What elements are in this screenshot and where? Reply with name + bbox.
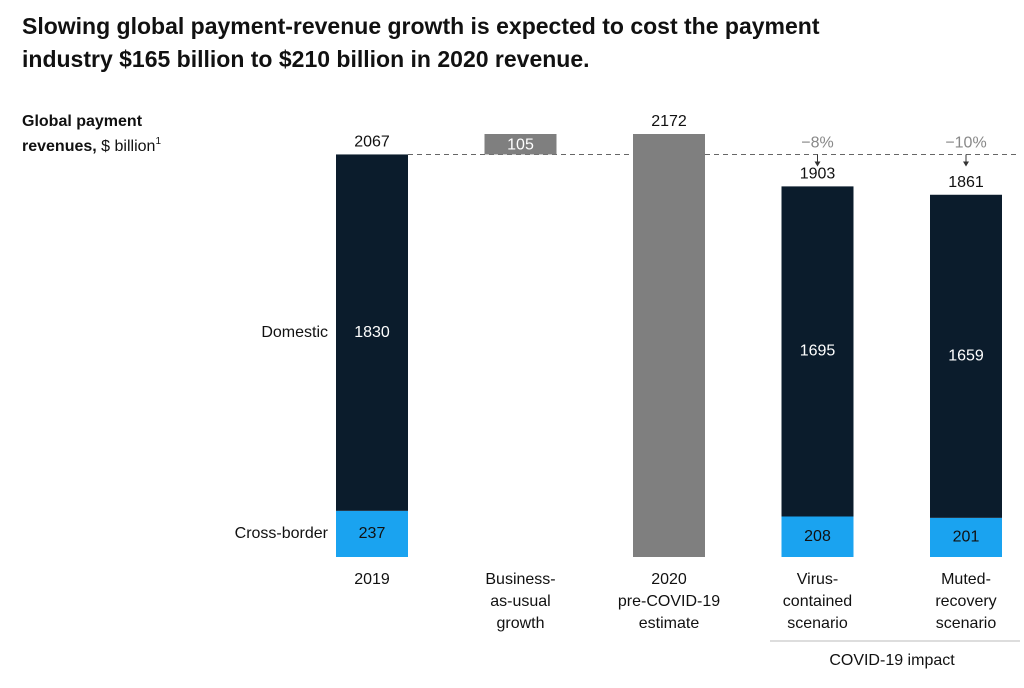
- y-label: revenues,: [22, 138, 97, 155]
- change-label: −10%: [945, 135, 986, 152]
- x-tick-label: recovery: [935, 593, 996, 610]
- x-tick-label: contained: [783, 593, 852, 610]
- x-tick-label: scenario: [936, 615, 997, 632]
- bar-segment: [781, 516, 854, 557]
- chart-title: Slowing global payment-revenue growth is…: [22, 13, 820, 39]
- value-label: 1659: [948, 348, 984, 365]
- legend-entry: Cross-border: [235, 525, 329, 542]
- value-label: 208: [804, 528, 831, 545]
- bar-segment: [930, 517, 1002, 557]
- x-tick-label: Muted-: [941, 571, 991, 588]
- chart-title: industry $165 billion to $210 billion in…: [22, 46, 590, 72]
- x-tick-label: Business-: [485, 571, 555, 588]
- total-label: 1861: [948, 174, 984, 191]
- y-label: Global payment: [22, 113, 143, 130]
- x-tick-label: scenario: [787, 615, 848, 632]
- legend-entry: Domestic: [261, 324, 328, 341]
- arrow-head: [963, 161, 969, 167]
- change-label: −8%: [801, 135, 833, 152]
- group-label: COVID-19 impact: [829, 652, 955, 669]
- value-label: 105: [507, 136, 534, 153]
- bar-segment: [930, 194, 1002, 518]
- x-tick-label: 2019: [354, 571, 390, 588]
- value-label: 201: [953, 529, 980, 546]
- arrow-head: [814, 161, 821, 167]
- x-tick-label: Virus-: [797, 571, 839, 588]
- x-tick-label: pre-COVID-19: [618, 593, 720, 610]
- y-unit: $ billion: [101, 138, 155, 155]
- value-label: 1830: [354, 324, 390, 341]
- x-tick-label: estimate: [639, 615, 700, 632]
- value-label: 1695: [800, 343, 836, 360]
- x-tick-label: growth: [496, 615, 544, 632]
- bar-segment: [336, 154, 408, 511]
- bar-segment: [781, 186, 854, 517]
- growth-bar: [484, 134, 557, 155]
- total-label: 2172: [651, 113, 687, 130]
- total-label: 2067: [354, 134, 390, 151]
- bar-segment: [336, 510, 408, 557]
- y-label: revenues, $ billion1: [22, 136, 161, 156]
- x-tick-label: 2020: [651, 571, 687, 588]
- footnote: 1: [155, 136, 161, 147]
- x-tick-label: as-usual: [490, 593, 550, 610]
- bar: [633, 134, 705, 557]
- total-label: 1903: [800, 166, 836, 183]
- value-label: 237: [359, 525, 386, 542]
